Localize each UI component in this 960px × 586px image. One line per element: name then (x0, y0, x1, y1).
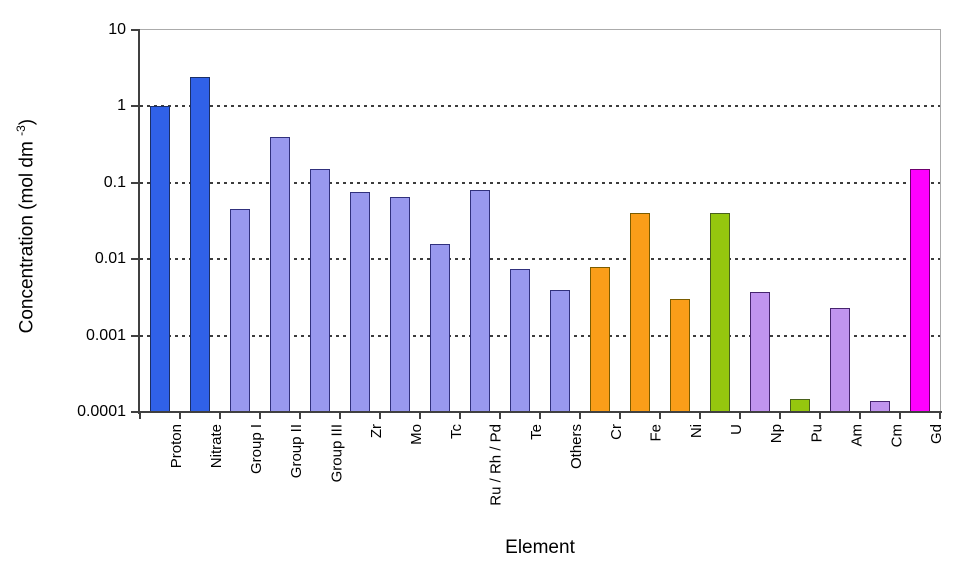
x-category-label-text: Mo (408, 424, 425, 445)
x-axis-title: Element (505, 537, 575, 558)
x-category-label-text: Group I (248, 424, 265, 475)
x-category-label-text: Zr (368, 424, 385, 439)
x-tick-mark-6 (379, 413, 381, 419)
y-tick-label-0.1: 0.1 (103, 173, 126, 191)
x-tick-mark-3 (259, 413, 261, 419)
gridline-0.1 (140, 181, 940, 184)
x-category-label-text: Tc (448, 424, 465, 439)
x-tick-mark-13 (659, 413, 661, 419)
y-tick-mark-1 (131, 105, 139, 108)
x-category-label-text: Nitrate (208, 424, 225, 469)
bar-tc (430, 243, 450, 412)
y-tick-mark-0.01 (131, 258, 139, 261)
x-category-label-text: Ni (688, 424, 705, 439)
x-category-label-text: Group III (328, 424, 345, 483)
bar-te (510, 268, 530, 412)
x-tick-mark-14 (699, 413, 701, 419)
bar-mo (390, 197, 410, 412)
x-category-label-text: Te (528, 424, 545, 440)
x-tick-mark-18 (859, 413, 861, 419)
plot-area (140, 30, 940, 412)
y-tick-mark-0.1 (131, 181, 139, 184)
bar-am (830, 307, 850, 412)
y-axis-line (138, 29, 140, 414)
y-tick-mark-0.001 (131, 334, 139, 337)
y-axis-title: Concentration (mol dm -3) (2, 30, 50, 422)
y-axis-title-main: Concentration (mol dm (16, 135, 38, 334)
bar-ni (670, 299, 690, 412)
bar-group-ii (270, 136, 290, 412)
y-axis-title-suffix: ) (16, 118, 38, 126)
y-tick-mark-0.0001 (131, 411, 139, 413)
x-tick-mark-12 (619, 413, 621, 419)
plot-frame-right (939, 29, 941, 413)
bar-proton (150, 106, 170, 412)
bar-zr (350, 192, 370, 412)
x-tick-mark-9 (499, 413, 501, 419)
y-tick-mark-10 (131, 29, 139, 31)
x-tick-mark-17 (819, 413, 821, 419)
gridline-0.001 (140, 334, 940, 337)
x-category-label-text: Others (568, 424, 585, 470)
x-tick-mark-5 (339, 413, 341, 419)
y-axis-title-exponent: -3 (13, 125, 28, 136)
gridline-1 (140, 105, 940, 108)
y-tick-label-0.001: 0.001 (85, 326, 126, 344)
x-tick-mark-8 (459, 413, 461, 419)
x-category-label-text: Cr (608, 424, 625, 440)
bar-group-iii (310, 169, 330, 412)
x-category-label-text: Gd (928, 424, 945, 445)
x-axis-line (138, 411, 942, 413)
x-category-label-text: Pu (808, 424, 825, 443)
x-category-label-text: Cm (888, 424, 905, 448)
x-category-label-text: Group II (288, 424, 305, 479)
y-axis-title-text: Concentration (mol dm -3) (14, 119, 38, 333)
y-tick-label-0.0001: 0.0001 (77, 403, 126, 420)
y-tick-label-0.01: 0.01 (94, 250, 126, 268)
x-tick-mark-4 (299, 413, 301, 419)
y-tick-label-10: 10 (108, 21, 126, 38)
bar-others (550, 289, 570, 412)
bar-group-i (230, 209, 250, 412)
x-tick-mark-20 (939, 413, 941, 419)
bar-u (710, 213, 730, 412)
x-category-label-text: Proton (168, 424, 185, 469)
x-tick-mark-2 (219, 413, 221, 419)
bar-pu (790, 398, 810, 412)
bar-nitrate (190, 77, 210, 412)
bar-np (750, 292, 770, 412)
x-tick-mark-15 (739, 413, 741, 419)
x-tick-mark-10 (539, 413, 541, 419)
bar-ru-rh-pd (470, 190, 490, 412)
y-tick-label-1: 1 (117, 97, 126, 115)
x-category-label-text: Fe (648, 424, 665, 442)
bar-fe (630, 213, 650, 412)
x-category-label-text: Np (768, 424, 785, 444)
x-tick-mark-7 (419, 413, 421, 419)
x-tick-mark-11 (579, 413, 581, 419)
x-tick-mark-16 (779, 413, 781, 419)
x-tick-mark-1 (179, 413, 181, 419)
x-category-label-text: Ru / Rh / Pd (488, 424, 505, 506)
x-category-label-text: Am (848, 424, 865, 447)
x-category-label-text: U (728, 424, 745, 435)
gridline-0.01 (140, 258, 940, 261)
bar-gd (910, 169, 930, 412)
x-tick-mark-19 (899, 413, 901, 419)
x-tick-mark-0 (139, 413, 141, 419)
bar-cr (590, 266, 610, 412)
